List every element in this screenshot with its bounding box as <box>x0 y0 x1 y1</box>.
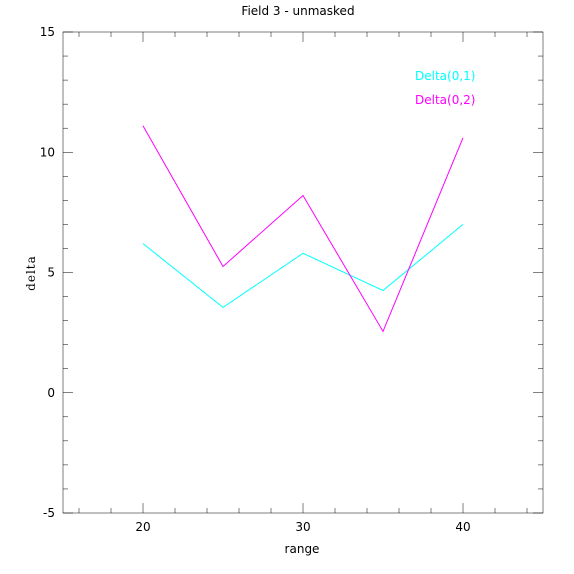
y-tick-label: 15 <box>40 25 55 39</box>
legend: Delta(0,1) Delta(0,2) <box>415 69 475 107</box>
y-axis-label: delta <box>24 255 38 291</box>
x-tick-label: 30 <box>295 520 310 534</box>
y-tick-label: 0 <box>47 386 55 400</box>
legend-entry-1: Delta(0,1) <box>415 69 475 83</box>
y-tick-label: 10 <box>40 145 55 159</box>
y-tick-label: 5 <box>47 266 55 280</box>
x-axis-label: range <box>285 542 320 556</box>
series-line-1 <box>142 224 464 309</box>
series-lines <box>142 125 464 333</box>
y-tick-label: -5 <box>43 506 55 520</box>
series-line-2 <box>142 125 464 333</box>
chart-title: Field 3 - unmasked <box>241 4 354 18</box>
legend-entry-2: Delta(0,2) <box>415 93 475 107</box>
x-tick-label: 20 <box>135 520 150 534</box>
tick-labels: 20 30 40 -5 0 5 10 15 <box>40 25 471 534</box>
x-tick-label: 40 <box>455 520 470 534</box>
axis-ticks <box>63 31 543 514</box>
